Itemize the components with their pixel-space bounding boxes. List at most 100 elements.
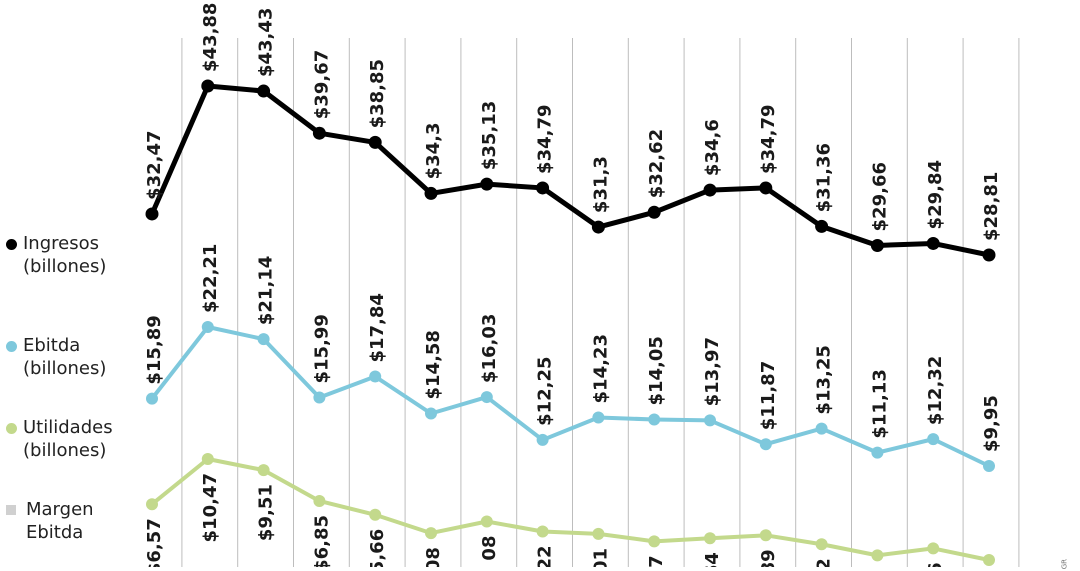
data-point-ebitda <box>480 391 493 404</box>
legend-item-ebitda: Ebitda (billones) <box>6 334 106 380</box>
data-point-ingresos <box>703 183 717 197</box>
data-label-ebitda: $17,84 <box>367 293 388 362</box>
data-label-ebitda: $13,97 <box>702 337 723 406</box>
data-label-ingresos: $34,6 <box>702 119 723 176</box>
data-point-ebitda <box>648 413 661 426</box>
data-label-ingresos: $38,85 <box>367 59 388 128</box>
data-point-ingresos <box>759 181 773 195</box>
data-point-utilidades <box>815 538 828 551</box>
data-point-ingresos <box>815 219 829 233</box>
data-point-utilidades <box>201 453 214 465</box>
data-label-ebitda: $9,95 <box>981 395 1002 452</box>
data-label-utilidades: 08 <box>479 536 500 561</box>
data-label-ebitda: $15,89 <box>144 315 165 384</box>
data-point-ebitda <box>201 321 214 333</box>
data-label-ebitda: $11,13 <box>869 369 890 438</box>
data-point-utilidades <box>983 554 995 566</box>
data-label-utilidades: 08 <box>423 547 444 567</box>
data-point-ebitda <box>815 422 828 435</box>
data-label-ingresos: $29,84 <box>925 160 946 229</box>
data-label-ebitda: $16,03 <box>479 314 500 383</box>
data-label-ebitda: $14,05 <box>646 336 667 405</box>
data-label-ingresos: $32,47 <box>144 130 165 199</box>
data-point-utilidades <box>759 529 772 542</box>
data-label-utilidades: 01 <box>590 548 611 567</box>
data-point-ingresos <box>870 238 884 252</box>
data-point-ebitda <box>983 460 995 472</box>
data-point-ingresos <box>591 220 605 234</box>
legend-marker-ingresos <box>6 239 17 250</box>
data-point-utilidades <box>369 508 382 521</box>
data-point-ebitda <box>536 433 549 446</box>
data-label-utilidades: 22 <box>535 545 556 567</box>
data-point-utilidades <box>425 527 437 540</box>
data-point-ingresos <box>424 186 438 200</box>
data-label-ingresos: $31,3 <box>590 156 611 213</box>
data-label-ingresos: $43,88 <box>200 3 221 72</box>
data-label-utilidades: 64 <box>702 552 723 567</box>
data-label-ebitda: $22,21 <box>200 244 221 313</box>
data-point-ingresos <box>647 205 661 219</box>
data-label-ebitda: $21,14 <box>256 256 277 325</box>
data-label-ebitda: $14,58 <box>423 330 444 399</box>
data-point-ingresos <box>368 135 382 149</box>
legend-label-utilidades: Utilidades (billones) <box>23 417 113 461</box>
data-label-ebitda: $12,25 <box>535 356 556 425</box>
data-point-ebitda <box>146 392 158 405</box>
data-point-ingresos <box>926 236 940 250</box>
data-labels: $32,47 $43,88 $43,43 $39,67 $38,85 $34,3 $35,1… <box>144 3 1002 571</box>
legend-item-margen: Margen Ebitda <box>6 498 94 544</box>
data-label-ingresos: $35,13 <box>479 101 500 170</box>
legend-label-margen: Margen Ebitda <box>26 499 94 543</box>
data-point-utilidades <box>704 532 716 545</box>
data-point-ingresos <box>982 248 996 262</box>
data-label-utilidades: $9,51 <box>256 484 277 541</box>
credit-text: GR <box>1060 559 1068 570</box>
data-point-utilidades <box>480 515 493 528</box>
data-label-utilidades: 6 <box>925 562 946 567</box>
legend-marker-ebitda <box>6 341 17 352</box>
data-label-ingresos: $34,79 <box>758 104 779 173</box>
series-line-utilidades <box>150 457 990 562</box>
data-point-utilidades <box>927 542 940 555</box>
legend-label-ebitda: Ebitda (billones) <box>23 335 107 379</box>
data-label-ebitda: $12,32 <box>925 356 946 425</box>
data-label-utilidades: $10,47 <box>200 473 221 542</box>
data-label-ingresos: $32,62 <box>646 129 667 198</box>
data-point-ebitda <box>592 411 605 424</box>
data-point-ingresos <box>201 79 215 93</box>
data-point-ebitda <box>871 446 884 459</box>
data-point-utilidades <box>648 535 661 548</box>
data-label-ebitda: $14,23 <box>590 334 611 403</box>
data-point-ebitda <box>704 414 716 427</box>
data-label-ingresos: $29,66 <box>869 162 890 231</box>
series-line-ebitda <box>150 325 990 468</box>
data-point-ingresos <box>257 84 271 98</box>
data-label-ingresos: $34,3 <box>423 122 444 179</box>
data-label-utilidades: 87 <box>646 555 667 567</box>
data-label-ingresos: $43,43 <box>256 8 277 77</box>
data-point-utilidades <box>257 464 270 477</box>
data-point-utilidades <box>146 498 158 511</box>
data-label-ingresos: $31,36 <box>814 143 835 212</box>
grid <box>181 38 1020 567</box>
data-label-ebitda: $11,87 <box>758 361 779 430</box>
data-point-utilidades <box>536 525 549 538</box>
legend-item-ingresos: Ingresos (billones) <box>6 232 106 278</box>
legend-label-ingresos: Ingresos (billones) <box>23 233 107 277</box>
legend-marker-utilidades <box>6 423 17 434</box>
data-label-utilidades: 12 <box>814 558 835 567</box>
data-point-ingresos <box>145 207 159 221</box>
data-label-ingresos: $28,81 <box>981 172 1002 241</box>
data-points <box>145 79 996 566</box>
data-point-utilidades <box>592 527 605 540</box>
data-point-utilidades <box>871 549 884 562</box>
data-label-ingresos: $34,79 <box>535 104 556 173</box>
data-point-utilidades <box>313 494 326 507</box>
data-point-ingresos <box>536 181 550 195</box>
data-point-ingresos <box>480 177 494 191</box>
data-point-ebitda <box>927 433 940 446</box>
data-point-ebitda <box>369 370 382 383</box>
